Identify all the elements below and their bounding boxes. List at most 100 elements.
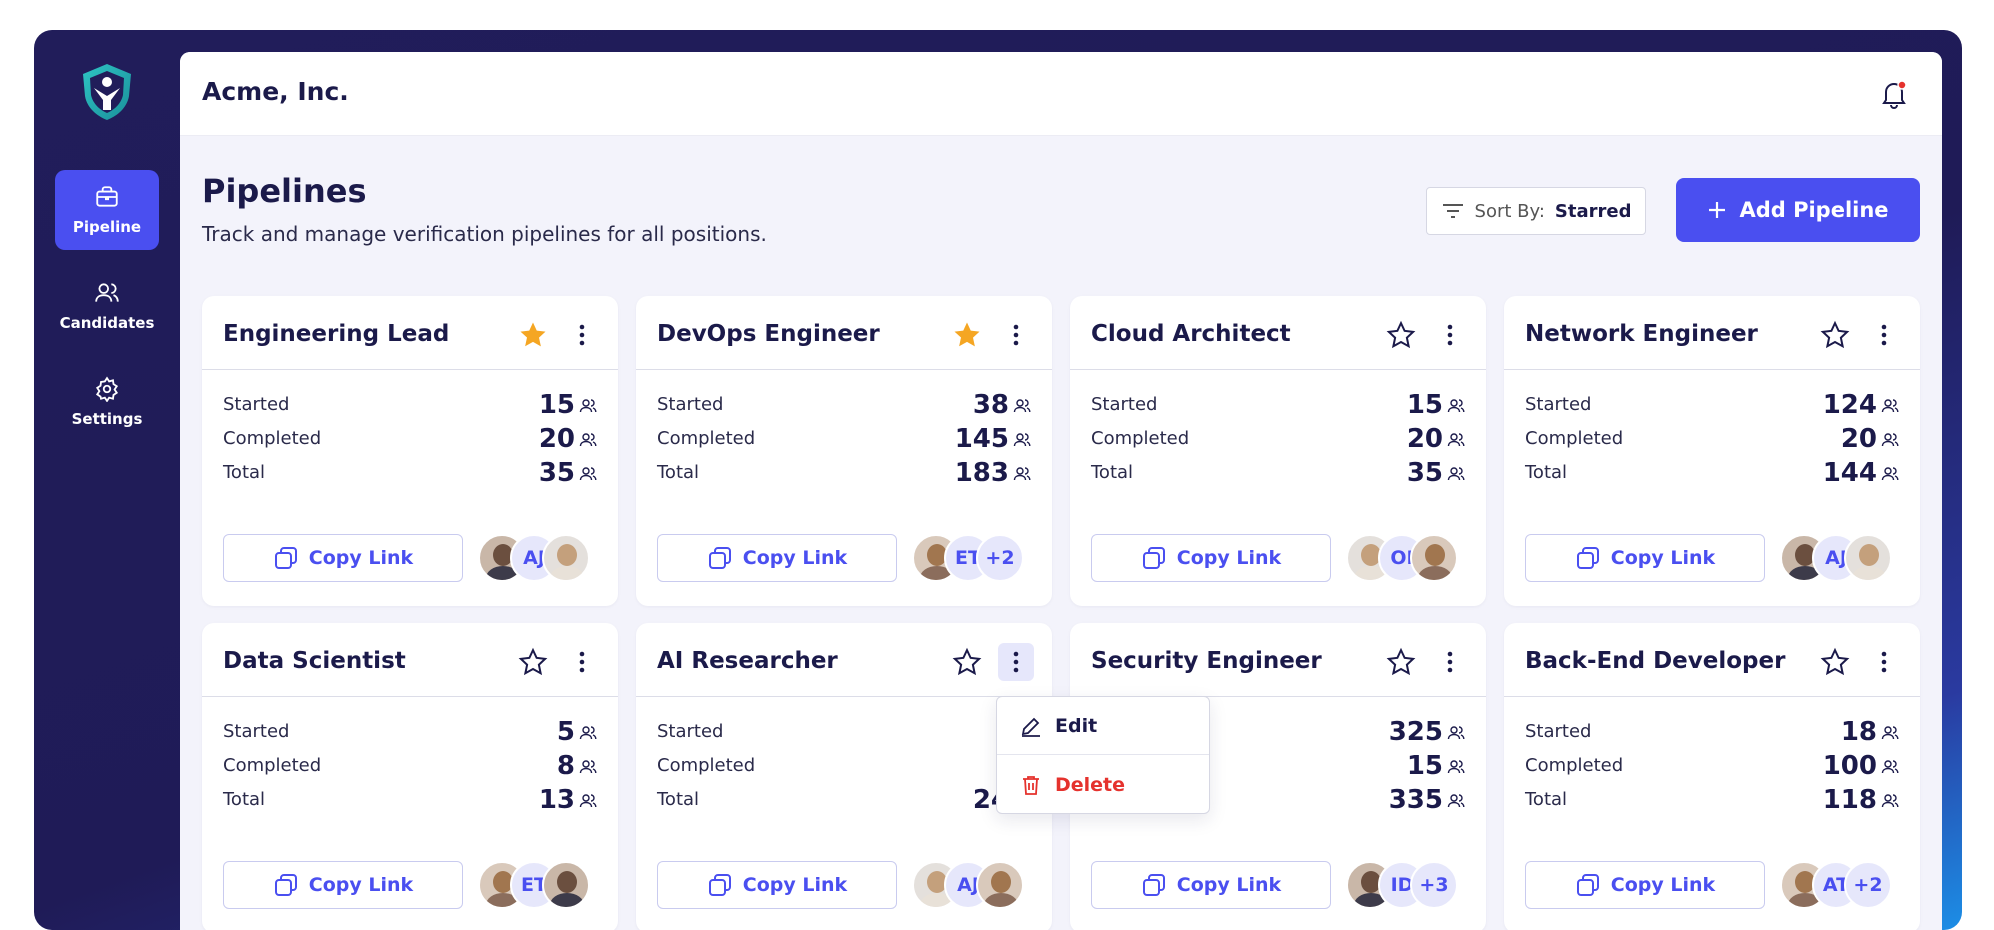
avatar-group: AJ — [478, 534, 608, 582]
menu-item-edit[interactable]: Edit — [997, 697, 1209, 755]
pipeline-card[interactable]: Engineering Lead Started 15 Completed 20 Tota… — [202, 296, 618, 606]
more-vertical-icon — [1881, 324, 1887, 346]
stat-label: Started — [1525, 721, 1592, 742]
users-icon — [579, 726, 597, 740]
stat-label: Started — [1091, 394, 1158, 415]
avatar-group: AT +2 — [1780, 861, 1910, 909]
company-name: Acme, Inc. — [202, 77, 349, 106]
page-subtitle: Track and manage verification pipelines … — [202, 222, 767, 246]
sidebar-item-candidates[interactable]: Candidates — [55, 266, 159, 346]
sidebar: Pipeline Candidates Settings — [34, 30, 180, 930]
menu-item-label: Edit — [1055, 714, 1098, 737]
page-title: Pipelines — [202, 172, 367, 210]
sidebar-item-label: Settings — [71, 410, 143, 428]
card-menu-button[interactable] — [998, 643, 1034, 681]
avatar-initials: +2 — [976, 534, 1024, 582]
pipeline-card[interactable]: Data Scientist Started 5 Completed 8 Total 13 C… — [202, 623, 618, 930]
card-menu-button[interactable] — [1866, 643, 1902, 681]
stat-row-started: Started 124 — [1525, 388, 1899, 422]
copy-icon — [1576, 874, 1599, 896]
copy-link-button[interactable]: Copy Link — [1525, 534, 1765, 582]
pipeline-card[interactable]: Network Engineer Started 124 Completed 20 Tot… — [1504, 296, 1920, 606]
card-menu-button[interactable] — [564, 643, 600, 681]
stat-label: Total — [223, 462, 266, 483]
users-icon — [1447, 726, 1465, 740]
stat-value: 8 — [556, 751, 575, 781]
copy-icon — [1142, 547, 1165, 569]
copy-link-button[interactable]: Copy Link — [1091, 534, 1331, 582]
more-vertical-icon — [579, 324, 585, 346]
card-header: Engineering Lead — [202, 296, 618, 370]
copy-icon — [1142, 874, 1165, 896]
logo-shield-icon — [83, 64, 131, 120]
copy-link-label: Copy Link — [742, 874, 848, 896]
star-outline-icon[interactable] — [1386, 647, 1416, 677]
card-menu-button[interactable] — [998, 316, 1034, 354]
briefcase-icon — [96, 186, 118, 207]
card-header: Back-End Developer — [1504, 623, 1920, 697]
stat-value: 20 — [1840, 424, 1877, 454]
star-filled-icon[interactable] — [518, 320, 548, 350]
stat-label: Completed — [657, 755, 756, 776]
users-icon — [1881, 433, 1899, 447]
stat-label: Total — [657, 462, 700, 483]
pipeline-card[interactable]: Cloud Architect Started 15 Completed 20 Total… — [1070, 296, 1486, 606]
star-outline-icon[interactable] — [518, 647, 548, 677]
copy-link-label: Copy Link — [1610, 547, 1716, 569]
copy-link-button[interactable]: Copy Link — [657, 534, 897, 582]
stat-row-completed: Completed 20 — [1525, 422, 1899, 456]
copy-link-button[interactable]: Copy Link — [657, 861, 897, 909]
card-menu-button[interactable] — [1432, 316, 1468, 354]
star-outline-icon[interactable] — [1820, 320, 1850, 350]
sort-value: Starred — [1554, 200, 1632, 222]
star-outline-icon[interactable] — [1820, 647, 1850, 677]
stat-value: 118 — [1822, 785, 1877, 815]
users-icon — [579, 433, 597, 447]
card-header: Cloud Architect — [1070, 296, 1486, 370]
sort-button[interactable]: Sort By: Starred — [1426, 187, 1646, 235]
stat-row-total: Total 144 — [1525, 456, 1899, 490]
stat-value: 20 — [538, 424, 575, 454]
stat-row-total: Total 24 — [657, 783, 1031, 817]
avatar-initials: +3 — [1410, 861, 1458, 909]
avatar-group: AJ — [912, 861, 1042, 909]
copy-link-button[interactable]: Copy Link — [1091, 861, 1331, 909]
avatar — [1410, 534, 1458, 582]
card-title: Engineering Lead — [223, 321, 450, 347]
stat-row-total: Total 118 — [1525, 783, 1899, 817]
stat-label: Completed — [1091, 428, 1190, 449]
users-icon — [1447, 467, 1465, 481]
pipeline-card[interactable]: Back-End Developer Started 18 Completed 100 T… — [1504, 623, 1920, 930]
stat-label: Total — [1525, 789, 1568, 810]
users-icon — [1013, 467, 1031, 481]
plus-icon — [1709, 202, 1726, 218]
card-menu-button[interactable] — [1866, 316, 1902, 354]
card-title: AI Researcher — [657, 648, 838, 674]
copy-link-button[interactable]: Copy Link — [223, 861, 463, 909]
star-outline-icon[interactable] — [952, 647, 982, 677]
pipeline-card[interactable]: DevOps Engineer Started 38 Completed 145 Tota… — [636, 296, 1052, 606]
stat-row-started: Started 18 — [1525, 715, 1899, 749]
card-title: Security Engineer — [1091, 648, 1322, 674]
stat-value: 100 — [1822, 751, 1877, 781]
users-icon — [1881, 726, 1899, 740]
stat-label: Total — [1091, 462, 1134, 483]
card-header: DevOps Engineer — [636, 296, 1052, 370]
copy-link-button[interactable]: Copy Link — [223, 534, 463, 582]
avatar-group: ET — [478, 861, 608, 909]
pipeline-card[interactable]: AI Researcher Started Completed Total 24 Copy… — [636, 623, 1052, 930]
card-menu-button[interactable] — [564, 316, 600, 354]
sidebar-item-settings[interactable]: Settings — [55, 362, 159, 442]
stat-label: Started — [1525, 394, 1592, 415]
add-pipeline-button[interactable]: Add Pipeline — [1676, 178, 1920, 242]
sidebar-item-pipeline[interactable]: Pipeline — [55, 170, 159, 250]
star-filled-icon[interactable] — [952, 320, 982, 350]
avatar-group: OI — [1346, 534, 1476, 582]
menu-item-delete[interactable]: Delete — [997, 756, 1209, 814]
card-menu-button[interactable] — [1432, 643, 1468, 681]
notification-bell-icon[interactable] — [1878, 78, 1910, 110]
stat-row-completed: Completed 8 — [223, 749, 597, 783]
copy-link-button[interactable]: Copy Link — [1525, 861, 1765, 909]
star-outline-icon[interactable] — [1386, 320, 1416, 350]
avatar — [1844, 534, 1892, 582]
